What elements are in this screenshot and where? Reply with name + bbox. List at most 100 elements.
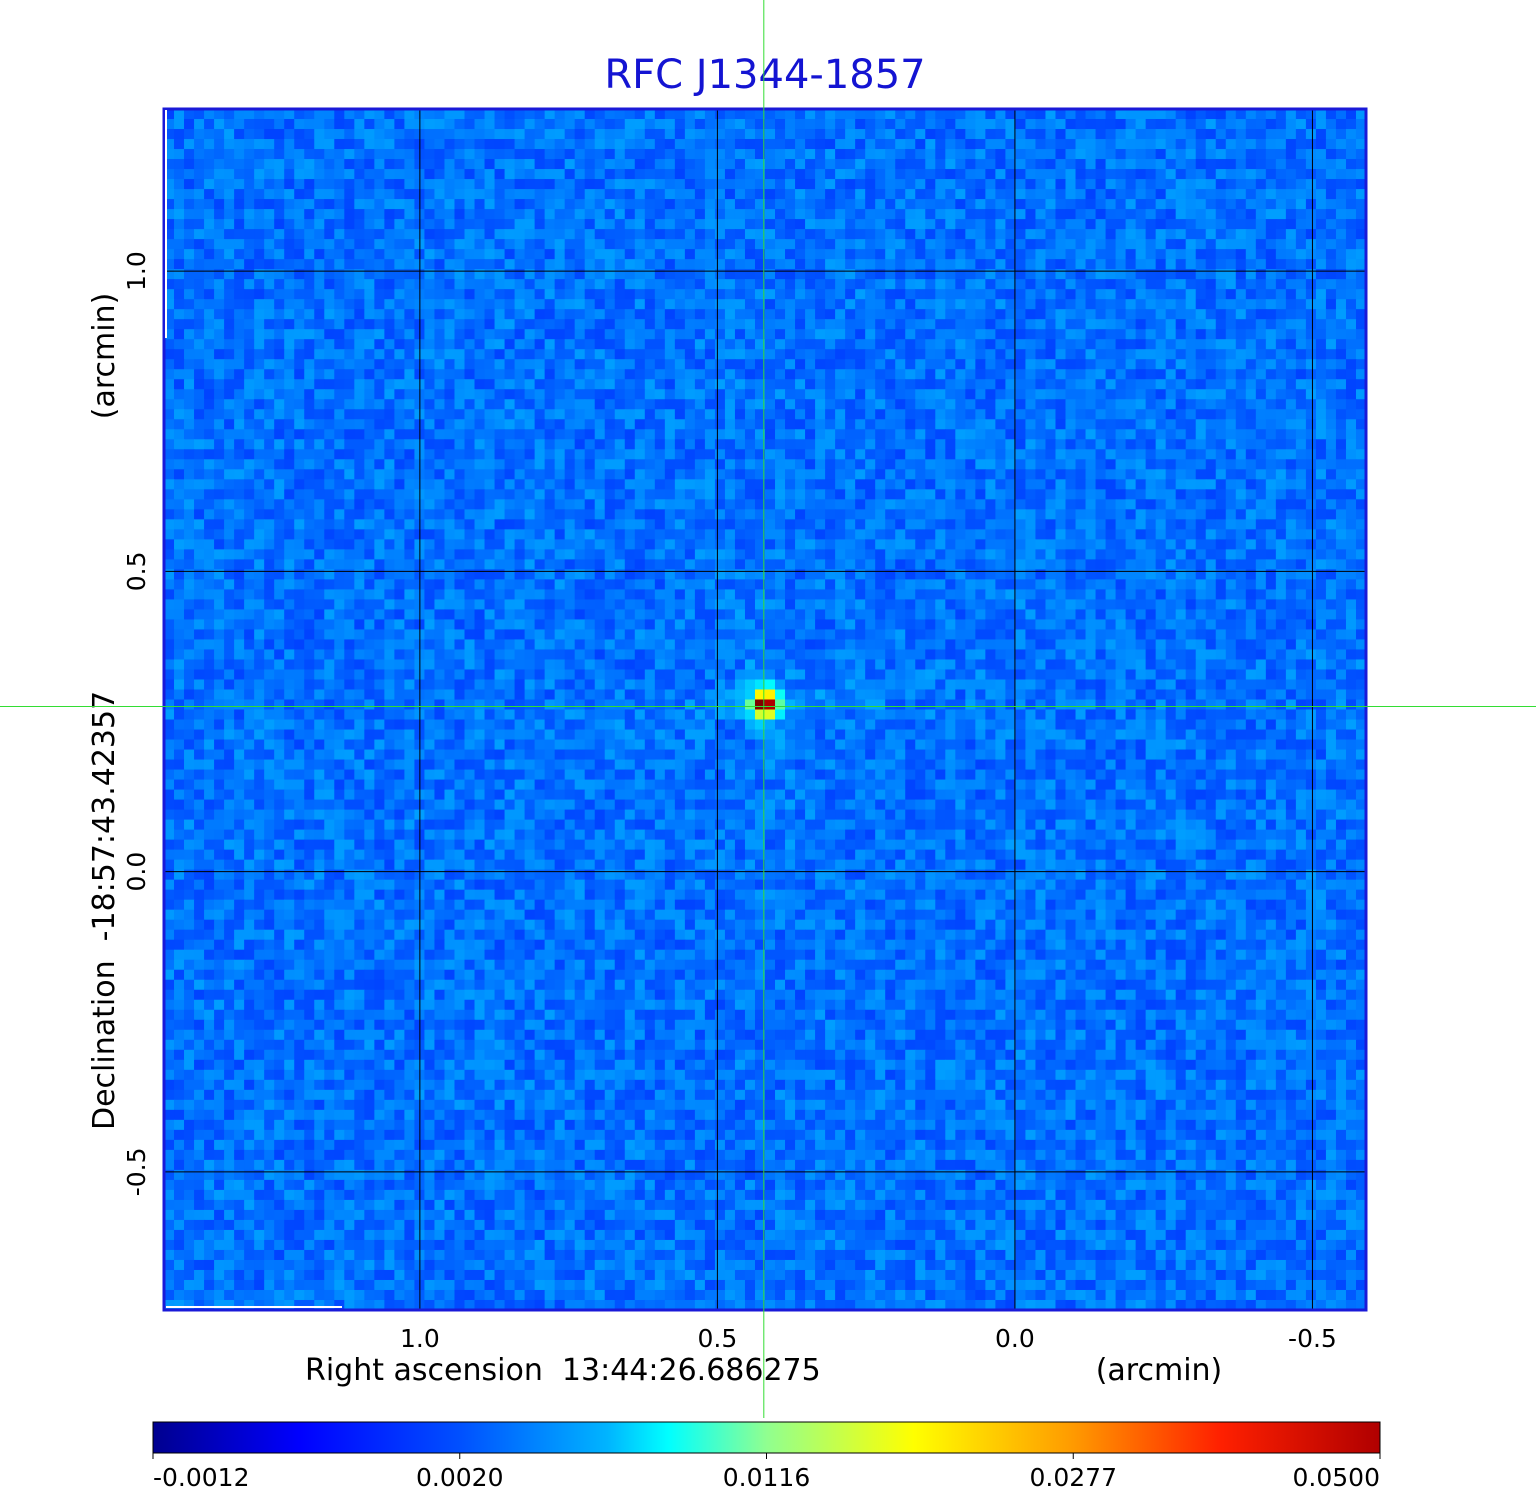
pixel-cell: [394, 229, 405, 240]
pixel-cell: [174, 169, 185, 180]
pixel-cell: [1315, 449, 1327, 460]
pixel-cell: [1285, 209, 1297, 220]
pixel-cell: [1295, 489, 1307, 500]
pixel-cell: [434, 289, 446, 300]
pixel-cell: [765, 139, 776, 150]
pixel-cell: [184, 149, 195, 160]
pixel-cell: [835, 469, 846, 480]
pixel-cell: [865, 179, 876, 190]
pixel-cell: [424, 449, 436, 460]
pixel-cell: [674, 239, 686, 250]
pixel-cell: [975, 359, 986, 370]
pixel-cell: [174, 329, 185, 340]
pixel-cell: [574, 179, 586, 190]
pixel-cell: [915, 429, 926, 440]
pixel-cell: [1355, 509, 1367, 520]
pixel-cell: [1315, 129, 1327, 140]
pixel-cell: [1115, 159, 1127, 170]
pixel-cell: [1015, 479, 1027, 490]
pixel-cell: [1135, 299, 1147, 310]
pixel-cell: [564, 279, 576, 290]
pixel-cell: [765, 129, 776, 140]
pixel-cell: [654, 309, 666, 320]
pixel-cell: [1275, 109, 1287, 120]
pixel-cell: [1205, 409, 1217, 420]
pixel-cell: [1325, 189, 1337, 200]
pixel-cell: [524, 219, 536, 230]
pixel-cell: [254, 429, 265, 440]
pixel-cell: [1255, 439, 1267, 450]
pixel-cell: [1015, 149, 1027, 160]
pixel-cell: [714, 339, 726, 350]
pixel-cell: [424, 329, 436, 340]
pixel-cell: [1025, 339, 1037, 350]
pixel-cell: [1225, 169, 1237, 180]
pixel-cell: [985, 449, 996, 460]
pixel-cell: [624, 279, 636, 290]
pixel-cell: [204, 509, 215, 520]
pixel-cell: [1275, 499, 1287, 510]
pixel-cell: [284, 239, 295, 250]
pixel-cell: [564, 169, 576, 180]
pixel-cell: [1185, 189, 1197, 200]
pixel-cell: [1215, 329, 1227, 340]
pixel-cell: [1175, 219, 1187, 230]
pixel-cell: [995, 309, 1006, 320]
pixel-cell: [304, 389, 315, 400]
pixel-cell: [1245, 489, 1257, 500]
pixel-cell: [294, 129, 305, 140]
pixel-cell: [234, 119, 245, 130]
pixel-cell: [684, 299, 696, 310]
pixel-cell: [1065, 199, 1077, 210]
pixel-cell: [1335, 159, 1347, 170]
pixel-cell: [454, 229, 466, 240]
pixel-cell: [304, 179, 315, 190]
pixel-cell: [224, 289, 235, 300]
pixel-cell: [634, 199, 646, 210]
pixel-cell: [534, 419, 546, 430]
pixel-cell: [354, 339, 365, 350]
pixel-cell: [975, 249, 986, 260]
pixel-cell: [574, 299, 586, 310]
pixel-cell: [174, 119, 185, 130]
pixel-cell: [1225, 419, 1237, 430]
pixel-cell: [394, 489, 405, 500]
pixel-cell: [574, 439, 586, 450]
pixel-cell: [494, 439, 506, 450]
pixel-cell: [644, 489, 656, 500]
pixel-cell: [164, 429, 175, 440]
pixel-cell: [1025, 399, 1037, 410]
pixel-cell: [504, 169, 516, 180]
pixel-cell: [975, 169, 986, 180]
pixel-cell: [1285, 439, 1297, 450]
pixel-cell: [1335, 189, 1347, 200]
pixel-cell: [184, 119, 195, 130]
pixel-cell: [905, 149, 916, 160]
pixel-cell: [1165, 199, 1177, 210]
pixel-cell: [1355, 439, 1367, 450]
pixel-cell: [1155, 119, 1167, 130]
pixel-cell: [1315, 339, 1327, 350]
pixel-cell: [424, 379, 436, 390]
pixel-cell: [724, 149, 736, 160]
pixel-cell: [1135, 119, 1147, 130]
pixel-cell: [644, 139, 656, 150]
pixel-cell: [945, 509, 956, 520]
pixel-cell: [1265, 469, 1277, 480]
pixel-cell: [1235, 499, 1247, 510]
pixel-cell: [674, 199, 686, 210]
pixel-cell: [254, 249, 265, 260]
pixel-cell: [454, 489, 466, 500]
pixel-cell: [224, 419, 235, 430]
pixel-cell: [304, 209, 315, 220]
pixel-cell: [244, 209, 255, 220]
pixel-cell: [564, 269, 576, 280]
pixel-cell: [895, 109, 906, 120]
pixel-cell: [905, 109, 916, 120]
pixel-cell: [624, 249, 636, 260]
pixel-cell: [684, 489, 696, 500]
pixel-cell: [795, 369, 806, 380]
pixel-cell: [1205, 229, 1217, 240]
pixel-cell: [1025, 179, 1037, 190]
pixel-cell: [454, 389, 466, 400]
